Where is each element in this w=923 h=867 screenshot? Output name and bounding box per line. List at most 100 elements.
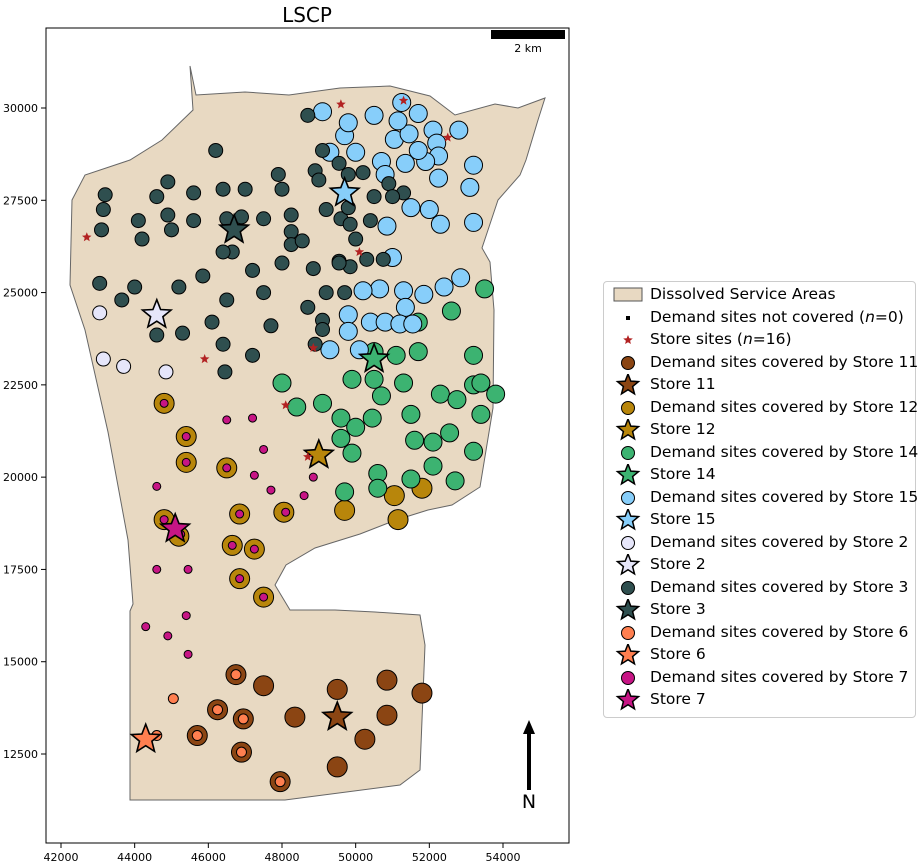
legend-swatch-star: [615, 374, 641, 396]
demand-site-store-3: [359, 251, 375, 267]
store-11-star: [320, 699, 354, 731]
demand-site-store-15: [449, 120, 469, 140]
demand-site-store-3: [300, 299, 316, 315]
scale-bar: [491, 30, 565, 39]
demand-site-store-3: [215, 244, 231, 260]
demand-site-store-15: [338, 113, 358, 133]
x-tick-label: 50000: [338, 851, 373, 864]
legend-swatch-star: [615, 554, 641, 576]
legend-item: Demand sites covered by Store 3: [604, 577, 915, 599]
demand-site-store-14: [394, 373, 414, 393]
legend-item: Store 12: [604, 419, 915, 441]
demand-site-store-15: [460, 177, 480, 197]
store-site-marker: [280, 400, 291, 410]
x-tick-label: 42000: [44, 851, 79, 864]
legend-item: Demand sites covered by Store 14: [604, 442, 919, 464]
demand-site-store-14: [430, 384, 450, 404]
store-site-marker: [303, 451, 313, 461]
demand-site-store-3: [375, 251, 391, 267]
legend-item: Store 7: [604, 689, 915, 711]
demand-site-store-15: [313, 102, 333, 122]
legend-item: Store 3: [604, 599, 915, 621]
demand-site-store-14: [364, 369, 384, 389]
legend-item: Store sites (n=16): [604, 329, 915, 351]
demand-site-store-7: [222, 415, 232, 425]
demand-site-store-11: [284, 706, 306, 728]
demand-site-store-3: [186, 185, 202, 201]
demand-site-store-12: [383, 485, 405, 507]
demand-site-store-14: [423, 456, 443, 476]
legend-label: Store 7: [650, 690, 706, 708]
demand-site-store-3: [164, 222, 179, 238]
legend-item: Store 2: [604, 554, 915, 576]
legend-swatch-circle: [621, 400, 635, 415]
legend-item: Demand sites covered by Store 2: [604, 532, 915, 554]
legend-item: Demand sites covered by Store 7: [604, 667, 915, 689]
demand-site-store-7: [183, 564, 193, 574]
legend-label: Store sites (n=16): [650, 330, 792, 348]
demand-site-store-7: [152, 564, 162, 574]
demand-site-store-11: [376, 669, 398, 691]
legend-label: Demand sites covered by Store 15: [650, 487, 919, 506]
y-tick-label: 15000: [3, 656, 38, 669]
demand-site-store-3: [217, 364, 233, 380]
store-14-star: [357, 341, 391, 373]
legend-label: Demand sites not covered (n=0): [650, 307, 904, 326]
demand-site-store-14: [331, 428, 351, 448]
demand-site-store-6: [274, 776, 286, 788]
demand-site-store-3: [160, 174, 176, 190]
demand-site-store-15: [338, 321, 358, 341]
demand-site-store-15: [395, 297, 415, 317]
demand-site-store-3: [300, 107, 316, 123]
demand-site-store-3: [311, 172, 327, 188]
demand-site-store-15: [419, 200, 439, 220]
demand-site-store-14: [464, 345, 484, 365]
legend-label: Demand sites covered by Store 6: [650, 622, 909, 641]
legend-swatch-star: [615, 644, 641, 666]
legend-item: Store 15: [604, 509, 915, 531]
demand-site-store-7: [183, 649, 193, 659]
demand-site-store-15: [464, 212, 484, 232]
y-tick-label: 30000: [3, 102, 38, 115]
legend-label: Store 3: [650, 600, 706, 618]
y-tick-label: 27500: [3, 194, 38, 207]
store-site-marker: [398, 95, 409, 105]
demand-site-store-15: [403, 314, 423, 334]
demand-site-store-6: [235, 746, 247, 758]
demand-site-store-7: [249, 544, 259, 554]
demand-site-store-7: [308, 472, 318, 482]
demand-site-store-15: [408, 140, 428, 160]
demand-site-store-3: [355, 165, 371, 181]
demand-site-store-3: [362, 213, 378, 229]
demand-site-store-7: [227, 540, 237, 550]
legend-swatch-area: [613, 287, 643, 302]
demand-site-store-11: [411, 682, 433, 704]
demand-site-store-14: [445, 471, 465, 491]
demand-site-store-3: [95, 202, 111, 218]
demand-site-store-14: [464, 441, 484, 461]
x-tick-label: 52000: [412, 851, 447, 864]
demand-site-store-14: [331, 408, 351, 428]
demand-site-store-15: [370, 279, 390, 299]
legend-label: Demand sites covered by Store 14: [650, 442, 919, 461]
demand-site-store-3: [305, 261, 321, 277]
legend-swatch-star: [615, 509, 641, 531]
demand-site-store-3: [385, 189, 400, 205]
legend-label: Store 14: [650, 465, 716, 483]
demand-site-store-14: [386, 345, 406, 365]
demand-site-store-7: [248, 413, 258, 423]
demand-site-store-2: [116, 358, 132, 374]
demand-site-store-14: [368, 478, 388, 498]
demand-site-store-14: [441, 301, 461, 321]
demand-site-store-14: [342, 443, 362, 463]
legend-label: Store 12: [650, 420, 716, 438]
demand-site-store-15: [451, 268, 471, 288]
demand-site-store-2: [92, 305, 108, 321]
legend-swatch-star: [615, 464, 641, 486]
demand-site-store-2: [158, 364, 174, 380]
demand-site-store-3: [331, 155, 347, 171]
legend-label: Store 15: [650, 510, 716, 528]
demand-site-store-3: [315, 142, 331, 158]
demand-site-store-3: [348, 231, 364, 247]
